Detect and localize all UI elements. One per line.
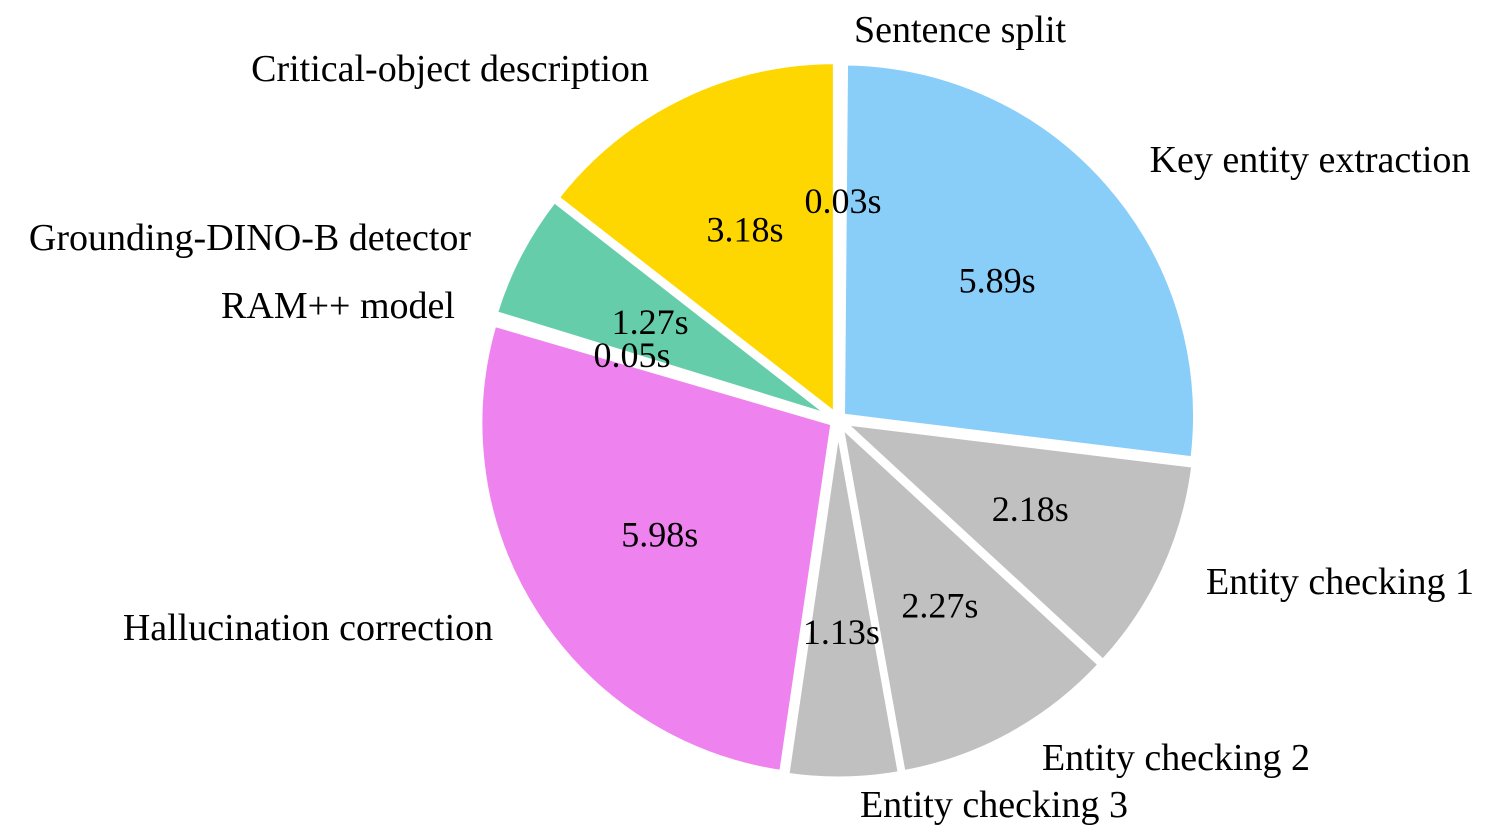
pie-slice-grounding-dino-b-detector: [492, 197, 836, 420]
slice-label-key-entity-extraction: Key entity extraction: [1150, 139, 1471, 181]
slice-label-critical-object-description: Critical-object description: [251, 48, 649, 90]
slice-label-entity-checking-3: Entity checking 3: [860, 784, 1128, 826]
value-label-critical-object-description: 3.18s: [707, 210, 784, 250]
value-label-entity-checking-3: 1.13s: [803, 612, 880, 652]
value-labels: 0.03s 5.89s 2.18s 2.27s 1.13s 5.98s 0.05s1.27s…: [593, 181, 1068, 652]
pie-slice-critical-object-description: [554, 59, 838, 418]
pie-slice-hallucination-correction: [477, 321, 836, 775]
value-label-hallucination-correction: 5.98s: [621, 514, 698, 554]
pie-slices: [477, 58, 1198, 782]
slice-label-entity-checking-1: Entity checking 1: [1206, 561, 1474, 603]
pie-slice-entity-checking-3: [784, 423, 903, 782]
value-label-sentence-split: 0.03s: [804, 181, 881, 221]
slice-label-hallucination-correction: Hallucination correction: [123, 607, 493, 649]
slice-labels: Sentence split Key entity extraction Entit…: [29, 9, 1474, 826]
pie-slice-sentence-split: [835, 58, 844, 417]
slice-label-entity-checking-2: Entity checking 2: [1042, 737, 1310, 779]
value-label-ram-model: 0.05s: [593, 335, 670, 375]
value-label-key-entity-extraction: 5.89s: [959, 260, 1036, 300]
pie-slice-key-entity-extraction: [840, 60, 1198, 462]
value-label-entity-checking-2: 2.27s: [901, 586, 978, 626]
slice-label-ram-model: RAM++ model: [221, 285, 455, 327]
value-label-grounding-dino-b-detector: 1.27s: [612, 302, 689, 342]
pie-slice-entity-checking-2: [838, 422, 1103, 776]
slice-label-sentence-split: Sentence split: [854, 9, 1067, 51]
value-label-entity-checking-1: 2.18s: [992, 489, 1069, 529]
slice-label-grounding-dino-b-detector: Grounding-DINO-B detector: [29, 217, 472, 259]
pie-slice-entity-checking-1: [840, 420, 1197, 665]
